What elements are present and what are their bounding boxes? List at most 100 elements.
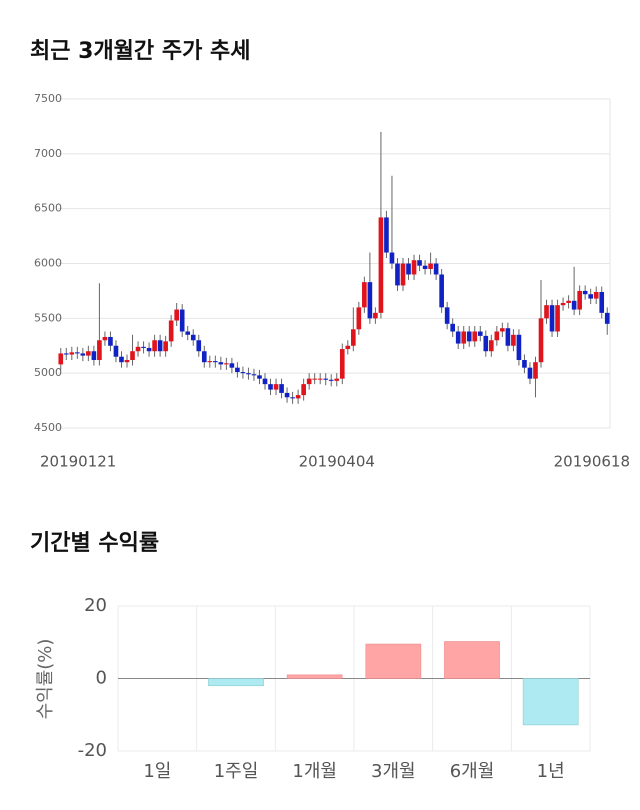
chart-title: 최근 3개월간 주가 추세	[30, 39, 250, 64]
bar	[365, 643, 422, 679]
candle-body	[207, 361, 213, 363]
candle-body	[494, 331, 500, 341]
candle-body	[395, 263, 400, 286]
candle-body	[417, 260, 422, 266]
bar	[208, 678, 264, 687]
candle-body	[577, 290, 582, 310]
candle-body	[146, 347, 152, 352]
candle-body	[389, 252, 395, 264]
candle-body	[566, 300, 571, 303]
candle-body	[246, 373, 251, 375]
candle-body	[63, 353, 69, 355]
x-tick-label: 1주일	[214, 761, 259, 782]
candle-body	[152, 340, 157, 352]
candle-body	[334, 378, 340, 381]
candle-body	[555, 305, 560, 332]
candle-body	[257, 375, 262, 379]
candle-body	[91, 351, 97, 361]
candle-body	[328, 379, 334, 381]
candle-body	[593, 292, 599, 299]
candle-body	[345, 345, 351, 350]
candle-body	[472, 331, 478, 342]
y-tick-label: 20	[84, 595, 107, 616]
candle-body	[235, 367, 240, 373]
candle-body	[538, 318, 544, 363]
x-tick-label: 1개월	[292, 761, 337, 782]
candle-body	[500, 328, 505, 332]
candle-body	[295, 395, 301, 399]
candle-body	[411, 260, 417, 275]
y-tick-label: 4500	[34, 421, 62, 434]
y-axis-label: 수익률(%)	[35, 639, 56, 720]
candle-body	[213, 361, 218, 363]
candle-body	[433, 263, 439, 275]
y-tick-label: 0	[96, 668, 107, 689]
candle-body	[86, 351, 91, 356]
y-tick-label: 6000	[34, 257, 62, 270]
candle-body	[185, 331, 191, 335]
candle-body	[163, 341, 168, 352]
candle-body	[273, 384, 279, 390]
candle-body	[560, 302, 566, 306]
candle-body	[268, 384, 273, 390]
candle-body	[604, 312, 610, 324]
candle-body	[362, 282, 367, 308]
candle-body	[108, 336, 113, 346]
candle-body	[301, 384, 306, 396]
candle-body	[428, 263, 433, 269]
candle-body	[312, 378, 317, 380]
candle-body	[75, 352, 80, 354]
x-tick-label: 20190404	[299, 453, 375, 471]
candle-body	[69, 352, 75, 355]
candle-body	[179, 309, 185, 332]
y-tick-label: -20	[78, 740, 107, 761]
candle-body	[384, 217, 389, 253]
candle-body	[483, 335, 489, 352]
candle-body	[444, 307, 450, 324]
candle-body	[582, 290, 588, 295]
candle-body	[58, 353, 64, 365]
candle-body	[124, 360, 130, 363]
candle-body	[113, 345, 119, 357]
candle-body	[522, 360, 527, 368]
candle-body	[439, 274, 444, 308]
candle-body	[218, 362, 224, 365]
candle-body	[201, 351, 207, 363]
candle-body	[356, 307, 362, 330]
candle-body	[422, 265, 428, 269]
candle-body	[157, 340, 163, 352]
bar	[444, 641, 500, 679]
candle-body	[533, 362, 538, 379]
candle-body	[119, 356, 124, 363]
chart-title: 기간별 수익률	[30, 531, 159, 556]
x-tick-label: 20190618	[554, 453, 630, 471]
candle-body	[141, 346, 146, 348]
candle-body	[516, 334, 522, 361]
candle-body	[279, 384, 284, 393]
candle-body	[135, 346, 141, 352]
candle-body	[224, 363, 229, 365]
candle-body	[339, 349, 345, 379]
candle-body	[306, 378, 312, 385]
candle-body	[317, 378, 323, 380]
candle-body	[373, 312, 378, 319]
x-tick-label: 6개월	[450, 761, 495, 782]
candle-body	[406, 263, 411, 275]
candle-body	[489, 340, 494, 352]
y-tick-label: 6500	[34, 202, 62, 215]
candle-body	[527, 367, 533, 379]
candle-body	[168, 320, 174, 342]
candle-body	[262, 378, 268, 385]
candle-body	[477, 331, 483, 336]
candle-body	[400, 263, 406, 286]
candle-body	[174, 309, 179, 321]
y-tick-label: 5500	[34, 311, 62, 324]
candle-body	[544, 305, 549, 319]
y-tick-label: 7500	[34, 92, 62, 105]
candle-body	[80, 353, 86, 356]
candle-body	[450, 323, 455, 332]
candle-body	[323, 378, 329, 380]
x-tick-label: 1년	[537, 761, 565, 782]
candle-body	[284, 392, 290, 398]
